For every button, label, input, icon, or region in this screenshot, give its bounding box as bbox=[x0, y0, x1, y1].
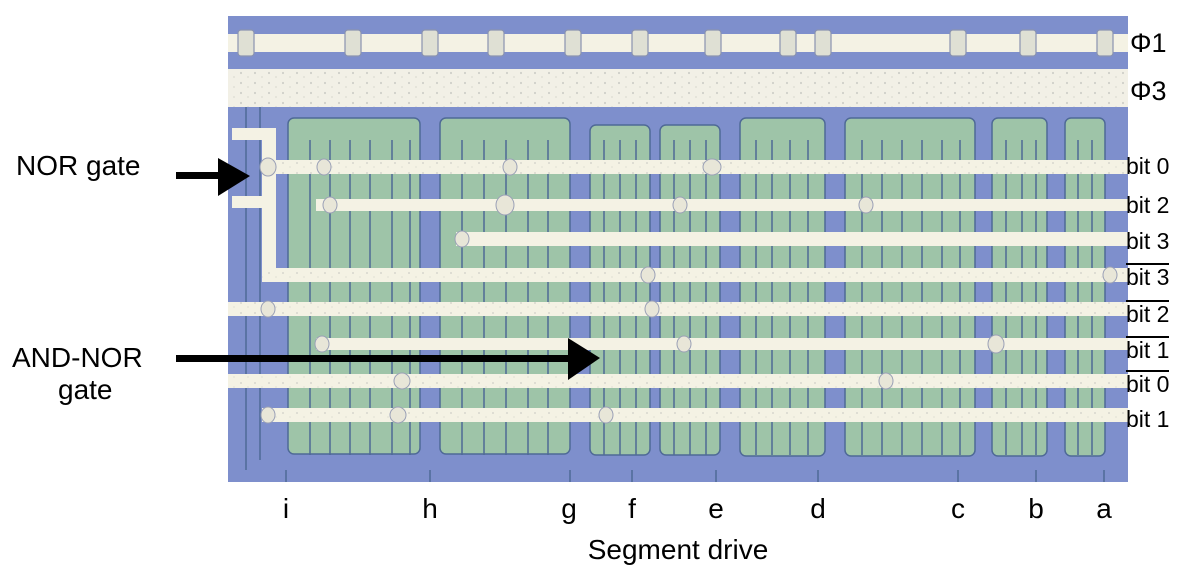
bit-label-inverted: bit 3 bbox=[1126, 263, 1170, 290]
and-nor-gate-label-2: gate bbox=[58, 374, 113, 405]
bit-label: bit 0 bbox=[1126, 153, 1170, 179]
contacts bbox=[259, 157, 1118, 424]
segment-label-f: f bbox=[628, 493, 636, 524]
bit-line-5 bbox=[316, 338, 1128, 350]
nor-gate-label: NOR gate bbox=[16, 150, 141, 181]
bit-label-inverted: bit 2 bbox=[1126, 300, 1170, 327]
segment-label-a: a bbox=[1096, 493, 1112, 524]
bit-label: bit 3 bbox=[1126, 228, 1170, 254]
phi3-label: Φ3 bbox=[1130, 76, 1167, 106]
bit-label: bit 1 bbox=[1126, 406, 1170, 432]
segment-label-b: b bbox=[1028, 493, 1044, 524]
and-nor-gate-label: AND-NOR bbox=[12, 342, 143, 373]
vertical-traces bbox=[245, 107, 1105, 482]
segment-drive-caption: Segment drive bbox=[587, 534, 769, 565]
phi1-vias bbox=[237, 29, 1114, 57]
segment-label-i: i bbox=[282, 493, 290, 524]
segment-label-e: e bbox=[708, 493, 724, 524]
bit-label-inverted: bit 0 bbox=[1126, 370, 1170, 397]
bit-label-inverted: bit 1 bbox=[1126, 336, 1170, 363]
bit-line-1 bbox=[316, 199, 1128, 211]
nor-gate-arrow bbox=[176, 158, 250, 196]
phi1-metal-line bbox=[228, 34, 1128, 52]
segment-label-h: h bbox=[422, 493, 438, 524]
segment-label-c: c bbox=[951, 493, 965, 524]
bit-label: bit 2 bbox=[1126, 192, 1170, 218]
segment-label-d: d bbox=[810, 493, 826, 524]
phi1-label: Φ1 bbox=[1130, 28, 1167, 58]
and-nor-gate-arrow bbox=[176, 338, 600, 380]
bit-line-2 bbox=[456, 232, 1128, 246]
segment-label-g: g bbox=[561, 493, 577, 524]
